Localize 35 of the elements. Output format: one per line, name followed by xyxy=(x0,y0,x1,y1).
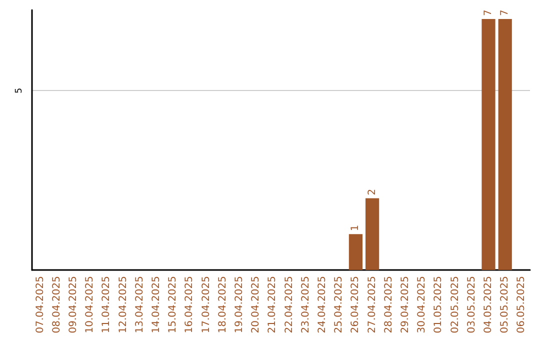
x-tick-label: 23.04.2025 xyxy=(300,276,312,334)
x-tick-label: 29.04.2025 xyxy=(400,276,411,334)
x-tick-label: 22.04.2025 xyxy=(284,276,295,334)
data-label: 1 xyxy=(350,224,362,232)
x-tick-label: 02.05.2025 xyxy=(450,276,461,334)
x-tick-label: 26.04.2025 xyxy=(350,276,362,334)
x-tick-label: 15.04.2025 xyxy=(168,276,179,334)
x-tick-label: 20.04.2025 xyxy=(250,276,262,334)
x-tick-label: 08.04.2025 xyxy=(51,276,62,334)
x-tick-label: 04.05.2025 xyxy=(483,276,494,334)
x-tick-label: 13.04.2025 xyxy=(134,276,146,334)
x-tick-label: 14.04.2025 xyxy=(151,276,162,334)
x-tick-label: 27.04.2025 xyxy=(366,276,378,334)
x-tick-label: 21.04.2025 xyxy=(267,276,278,334)
x-tick-label: 25.04.2025 xyxy=(334,276,345,334)
x-tick-label: 16.04.2025 xyxy=(184,276,196,334)
x-tick-label: 17.04.2025 xyxy=(200,276,212,334)
x-tick-label: 12.04.2025 xyxy=(118,276,129,334)
x-tick-label: 18.04.2025 xyxy=(217,276,228,334)
data-label: 2 xyxy=(366,188,378,196)
x-tick-label: 10.04.2025 xyxy=(84,276,96,334)
y-tick-label: 5 xyxy=(14,88,24,94)
x-tick-label: 24.04.2025 xyxy=(317,276,328,334)
x-tick-label: 30.04.2025 xyxy=(416,276,428,334)
x-tick-label: 09.04.2025 xyxy=(68,276,79,334)
data-label: 7 xyxy=(500,10,511,16)
data-label: 7 xyxy=(483,10,494,16)
x-tick-label: 28.04.2025 xyxy=(383,276,394,334)
x-tick-label: 11.04.2025 xyxy=(101,276,112,334)
x-tick-label: 05.05.2025 xyxy=(500,276,511,334)
x-tick-label: 07.04.2025 xyxy=(34,276,46,334)
x-tick-label: 01.05.2025 xyxy=(433,276,444,334)
x-tick-label: 19.04.2025 xyxy=(234,276,245,334)
x-tick-label: 06.05.2025 xyxy=(516,276,528,334)
x-tick-label: 03.05.2025 xyxy=(466,276,478,334)
